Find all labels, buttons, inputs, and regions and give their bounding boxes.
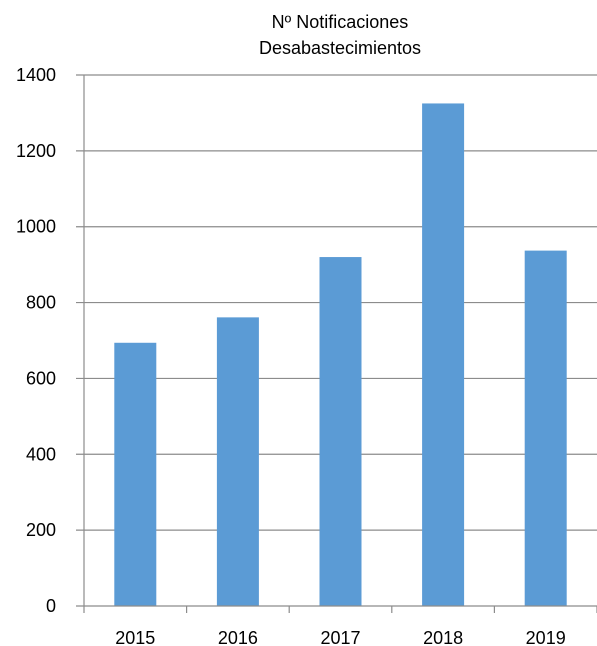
bar-2019 bbox=[524, 250, 567, 606]
bar-2015 bbox=[114, 342, 157, 606]
y-tick-label: 0 bbox=[46, 596, 56, 616]
bar-2017 bbox=[319, 257, 362, 606]
y-tick-label: 1000 bbox=[16, 217, 56, 237]
x-tick-label: 2019 bbox=[526, 628, 566, 646]
bar-2018 bbox=[422, 103, 465, 607]
x-tick-label: 2016 bbox=[218, 628, 258, 646]
chart-title-line-2: Desabastecimientos bbox=[259, 38, 421, 58]
y-axis-tick-labels: 0 200 400 600 800 1000 1200 1400 bbox=[16, 65, 56, 616]
axes bbox=[76, 75, 597, 613]
bars bbox=[114, 103, 567, 607]
x-axis-tick-labels: 2015 2016 2017 2018 2019 bbox=[115, 628, 565, 646]
y-tick-label: 600 bbox=[26, 368, 56, 388]
bar-2016 bbox=[216, 317, 259, 606]
y-tick-label: 1400 bbox=[16, 65, 56, 85]
x-tick-label: 2015 bbox=[115, 628, 155, 646]
x-tick-label: 2018 bbox=[423, 628, 463, 646]
y-tick-label: 400 bbox=[26, 444, 56, 464]
x-tick-label: 2017 bbox=[320, 628, 360, 646]
chart-title-line-1: Nº Notificaciones bbox=[272, 12, 409, 32]
chart-title: Nº Notificaciones Desabastecimientos bbox=[259, 12, 421, 58]
y-tick-label: 1200 bbox=[16, 141, 56, 161]
y-tick-label: 200 bbox=[26, 520, 56, 540]
y-tick-label: 800 bbox=[26, 293, 56, 313]
